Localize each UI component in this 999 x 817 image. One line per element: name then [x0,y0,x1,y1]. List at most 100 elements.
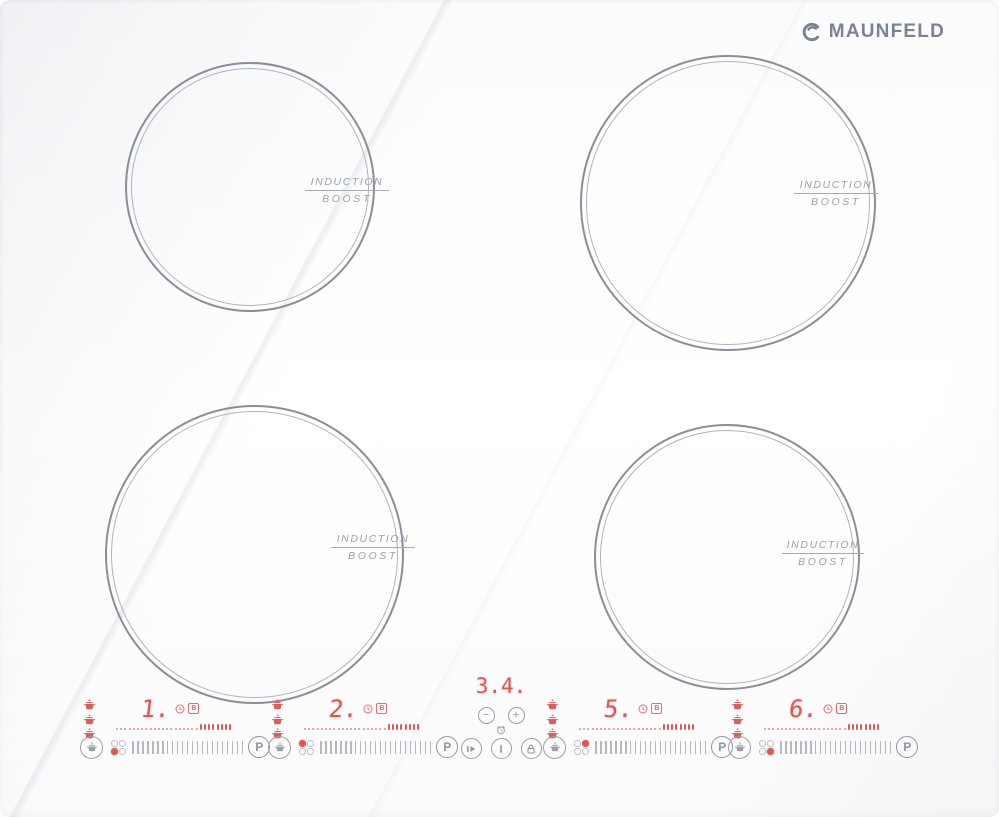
slider-tick[interactable] [619,740,622,754]
slider-tick[interactable] [384,740,387,754]
slider-tick[interactable] [132,740,134,754]
power-button[interactable] [490,738,512,759]
slider-tick[interactable] [854,740,857,754]
slider-tick[interactable] [136,740,139,754]
slider-tick[interactable] [236,740,239,754]
slider-tick[interactable] [629,740,632,754]
slider-tick[interactable] [819,740,822,754]
power-slider[interactable] [132,740,244,754]
slider-tick[interactable] [419,740,422,754]
slider-tick[interactable] [704,740,707,754]
slider-tick[interactable] [664,740,667,754]
power-slider[interactable] [780,740,892,754]
slider-tick[interactable] [186,740,189,754]
slider-tick[interactable] [789,740,792,754]
slider-tick[interactable] [844,740,847,754]
boost-button[interactable]: P [896,736,919,758]
slider-tick[interactable] [834,740,837,754]
slider-tick[interactable] [644,740,647,754]
slider-tick[interactable] [156,740,159,754]
slider-tick[interactable] [609,740,612,754]
slider-tick[interactable] [359,740,362,754]
slider-tick[interactable] [206,740,209,754]
slider-tick[interactable] [399,740,402,754]
slider-tick[interactable] [849,740,852,754]
slider-tick[interactable] [614,740,617,754]
boost-button[interactable]: P [436,736,459,758]
power-slider[interactable] [320,740,432,754]
slider-tick[interactable] [879,740,882,754]
slider-tick[interactable] [829,740,832,754]
slider-tick[interactable] [689,740,692,754]
slider-tick[interactable] [654,740,657,754]
slider-tick[interactable] [364,740,367,754]
slider-tick[interactable] [241,740,244,754]
slider-tick[interactable] [339,740,342,754]
timer-plus-button[interactable]: + [507,707,525,724]
slider-tick[interactable] [389,740,392,754]
slider-tick[interactable] [859,740,862,754]
zone-select-button[interactable] [268,735,291,759]
slider-tick[interactable] [694,740,697,754]
timer-minus-button[interactable]: − [477,707,495,724]
slider-tick[interactable] [349,740,352,754]
slider-tick[interactable] [146,740,149,754]
slider-tick[interactable] [404,740,407,754]
slider-tick[interactable] [599,740,602,754]
slider-tick[interactable] [191,740,194,754]
slider-tick[interactable] [639,740,642,754]
slider-tick[interactable] [804,740,807,754]
slider-tick[interactable] [171,740,174,754]
slider-tick[interactable] [166,740,169,754]
slider-tick[interactable] [659,740,662,754]
slider-tick[interactable] [604,740,607,754]
slider-tick[interactable] [379,740,382,754]
slider-tick[interactable] [839,740,842,754]
slider-tick[interactable] [161,740,164,754]
slider-tick[interactable] [824,740,827,754]
slider-tick[interactable] [634,740,637,754]
slider-tick[interactable] [809,740,812,754]
slider-tick[interactable] [649,740,652,754]
slider-tick[interactable] [221,740,224,754]
slider-tick[interactable] [679,740,682,754]
slider-tick[interactable] [141,740,144,754]
zone-select-button[interactable] [543,735,566,759]
slider-tick[interactable] [864,740,867,754]
slider-tick[interactable] [231,740,234,754]
slider-tick[interactable] [329,740,332,754]
slider-tick[interactable] [674,740,677,754]
slider-tick[interactable] [874,740,877,754]
slider-tick[interactable] [201,740,204,754]
slider-tick[interactable] [354,740,357,754]
slider-tick[interactable] [151,740,154,754]
slider-tick[interactable] [684,740,687,754]
slider-tick[interactable] [409,740,412,754]
slider-tick[interactable] [196,740,199,754]
slider-tick[interactable] [226,740,229,754]
slider-tick[interactable] [624,740,627,754]
slider-tick[interactable] [394,740,397,754]
slider-tick[interactable] [429,740,432,754]
slider-tick[interactable] [181,740,184,754]
slider-tick[interactable] [799,740,802,754]
slider-tick[interactable] [780,740,782,754]
slider-tick[interactable] [374,740,377,754]
slider-tick[interactable] [344,740,347,754]
slider-tick[interactable] [889,740,892,754]
slider-tick[interactable] [211,740,214,754]
zone-select-button[interactable] [728,735,751,759]
slider-tick[interactable] [869,740,872,754]
slider-tick[interactable] [369,740,372,754]
slider-tick[interactable] [324,740,327,754]
slider-tick[interactable] [595,740,597,754]
slider-tick[interactable] [334,740,337,754]
slider-tick[interactable] [699,740,702,754]
slider-tick[interactable] [669,740,672,754]
slider-tick[interactable] [320,740,322,754]
slider-tick[interactable] [424,740,427,754]
power-slider[interactable] [595,740,707,754]
slider-tick[interactable] [814,740,817,754]
slider-tick[interactable] [414,740,417,754]
slider-tick[interactable] [784,740,787,754]
